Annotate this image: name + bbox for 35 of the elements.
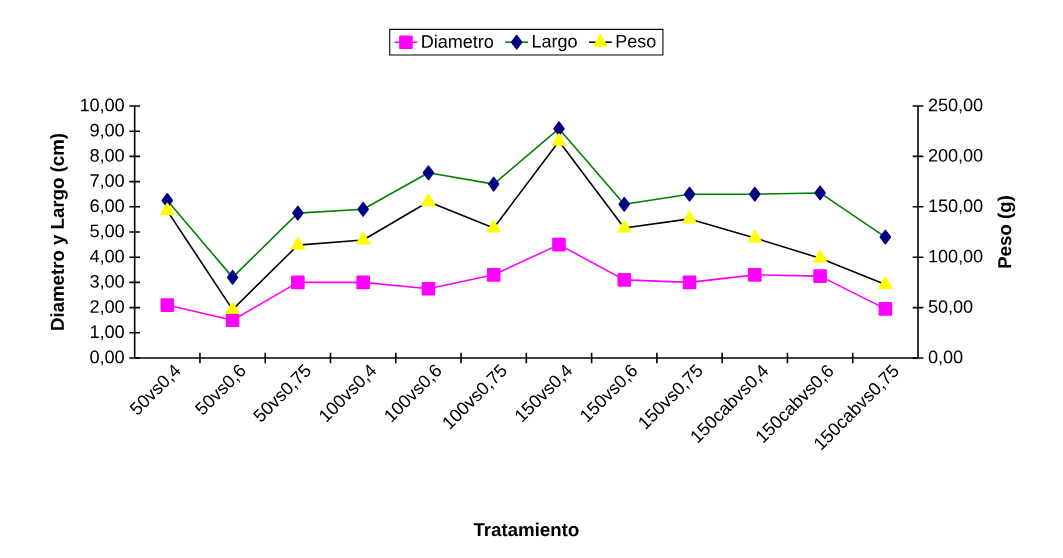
y-tick-label: 7,00	[90, 174, 124, 190]
point	[552, 237, 566, 252]
point	[748, 268, 762, 282]
y-tick-label: 8,00	[90, 148, 124, 164]
y-tick-label: 4,00	[90, 249, 124, 265]
y2-tick-label: 250,00	[928, 98, 983, 114]
y-tick-label: 9,00	[90, 123, 124, 139]
y-tick-label: 6,00	[90, 199, 124, 215]
y2-tick-label: 200,00	[928, 148, 983, 164]
point	[682, 275, 697, 290]
y2-tick-label: 100,00	[929, 249, 983, 265]
point	[291, 275, 305, 290]
y-axis-title: Diametro y Largo (cm)	[50, 133, 68, 330]
point	[356, 275, 370, 290]
point	[813, 269, 827, 283]
y-tick-label: 2,00	[90, 300, 124, 316]
y2-tick-label: 150,00	[929, 199, 983, 215]
y-tick-label: 10,00	[80, 98, 124, 114]
legend-label: Peso	[616, 35, 656, 48]
y2-tick-label: 50,00	[928, 300, 973, 316]
y-tick-label: 0,00	[90, 350, 124, 366]
point	[878, 302, 893, 316]
legend-label: Largo	[532, 35, 577, 52]
point	[225, 313, 240, 327]
x-axis-title: Tratamiento	[473, 522, 579, 537]
point	[160, 298, 175, 312]
y-tick-label: 1,00	[90, 325, 124, 341]
point	[421, 281, 436, 296]
point	[617, 273, 632, 287]
y-tick-label: 5,00	[90, 224, 124, 240]
y-tick-label: 3,00	[90, 274, 124, 290]
legend-label: Diametro	[422, 34, 494, 48]
point	[486, 268, 501, 282]
y2-tick-label: 0,00	[928, 350, 963, 366]
y2-axis-title: Peso (g)	[997, 196, 1016, 268]
